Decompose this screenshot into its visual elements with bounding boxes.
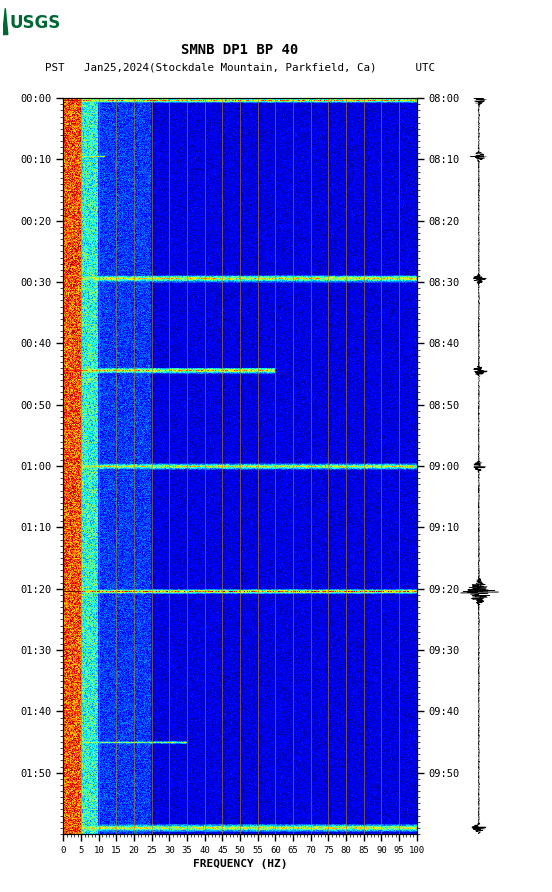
Text: PST   Jan25,2024(Stockdale Mountain, Parkfield, Ca)      UTC: PST Jan25,2024(Stockdale Mountain, Parkf…: [45, 62, 435, 73]
X-axis label: FREQUENCY (HZ): FREQUENCY (HZ): [193, 859, 288, 869]
Polygon shape: [3, 8, 8, 35]
Text: SMNB DP1 BP 40: SMNB DP1 BP 40: [182, 43, 299, 57]
Text: USGS: USGS: [10, 14, 61, 32]
